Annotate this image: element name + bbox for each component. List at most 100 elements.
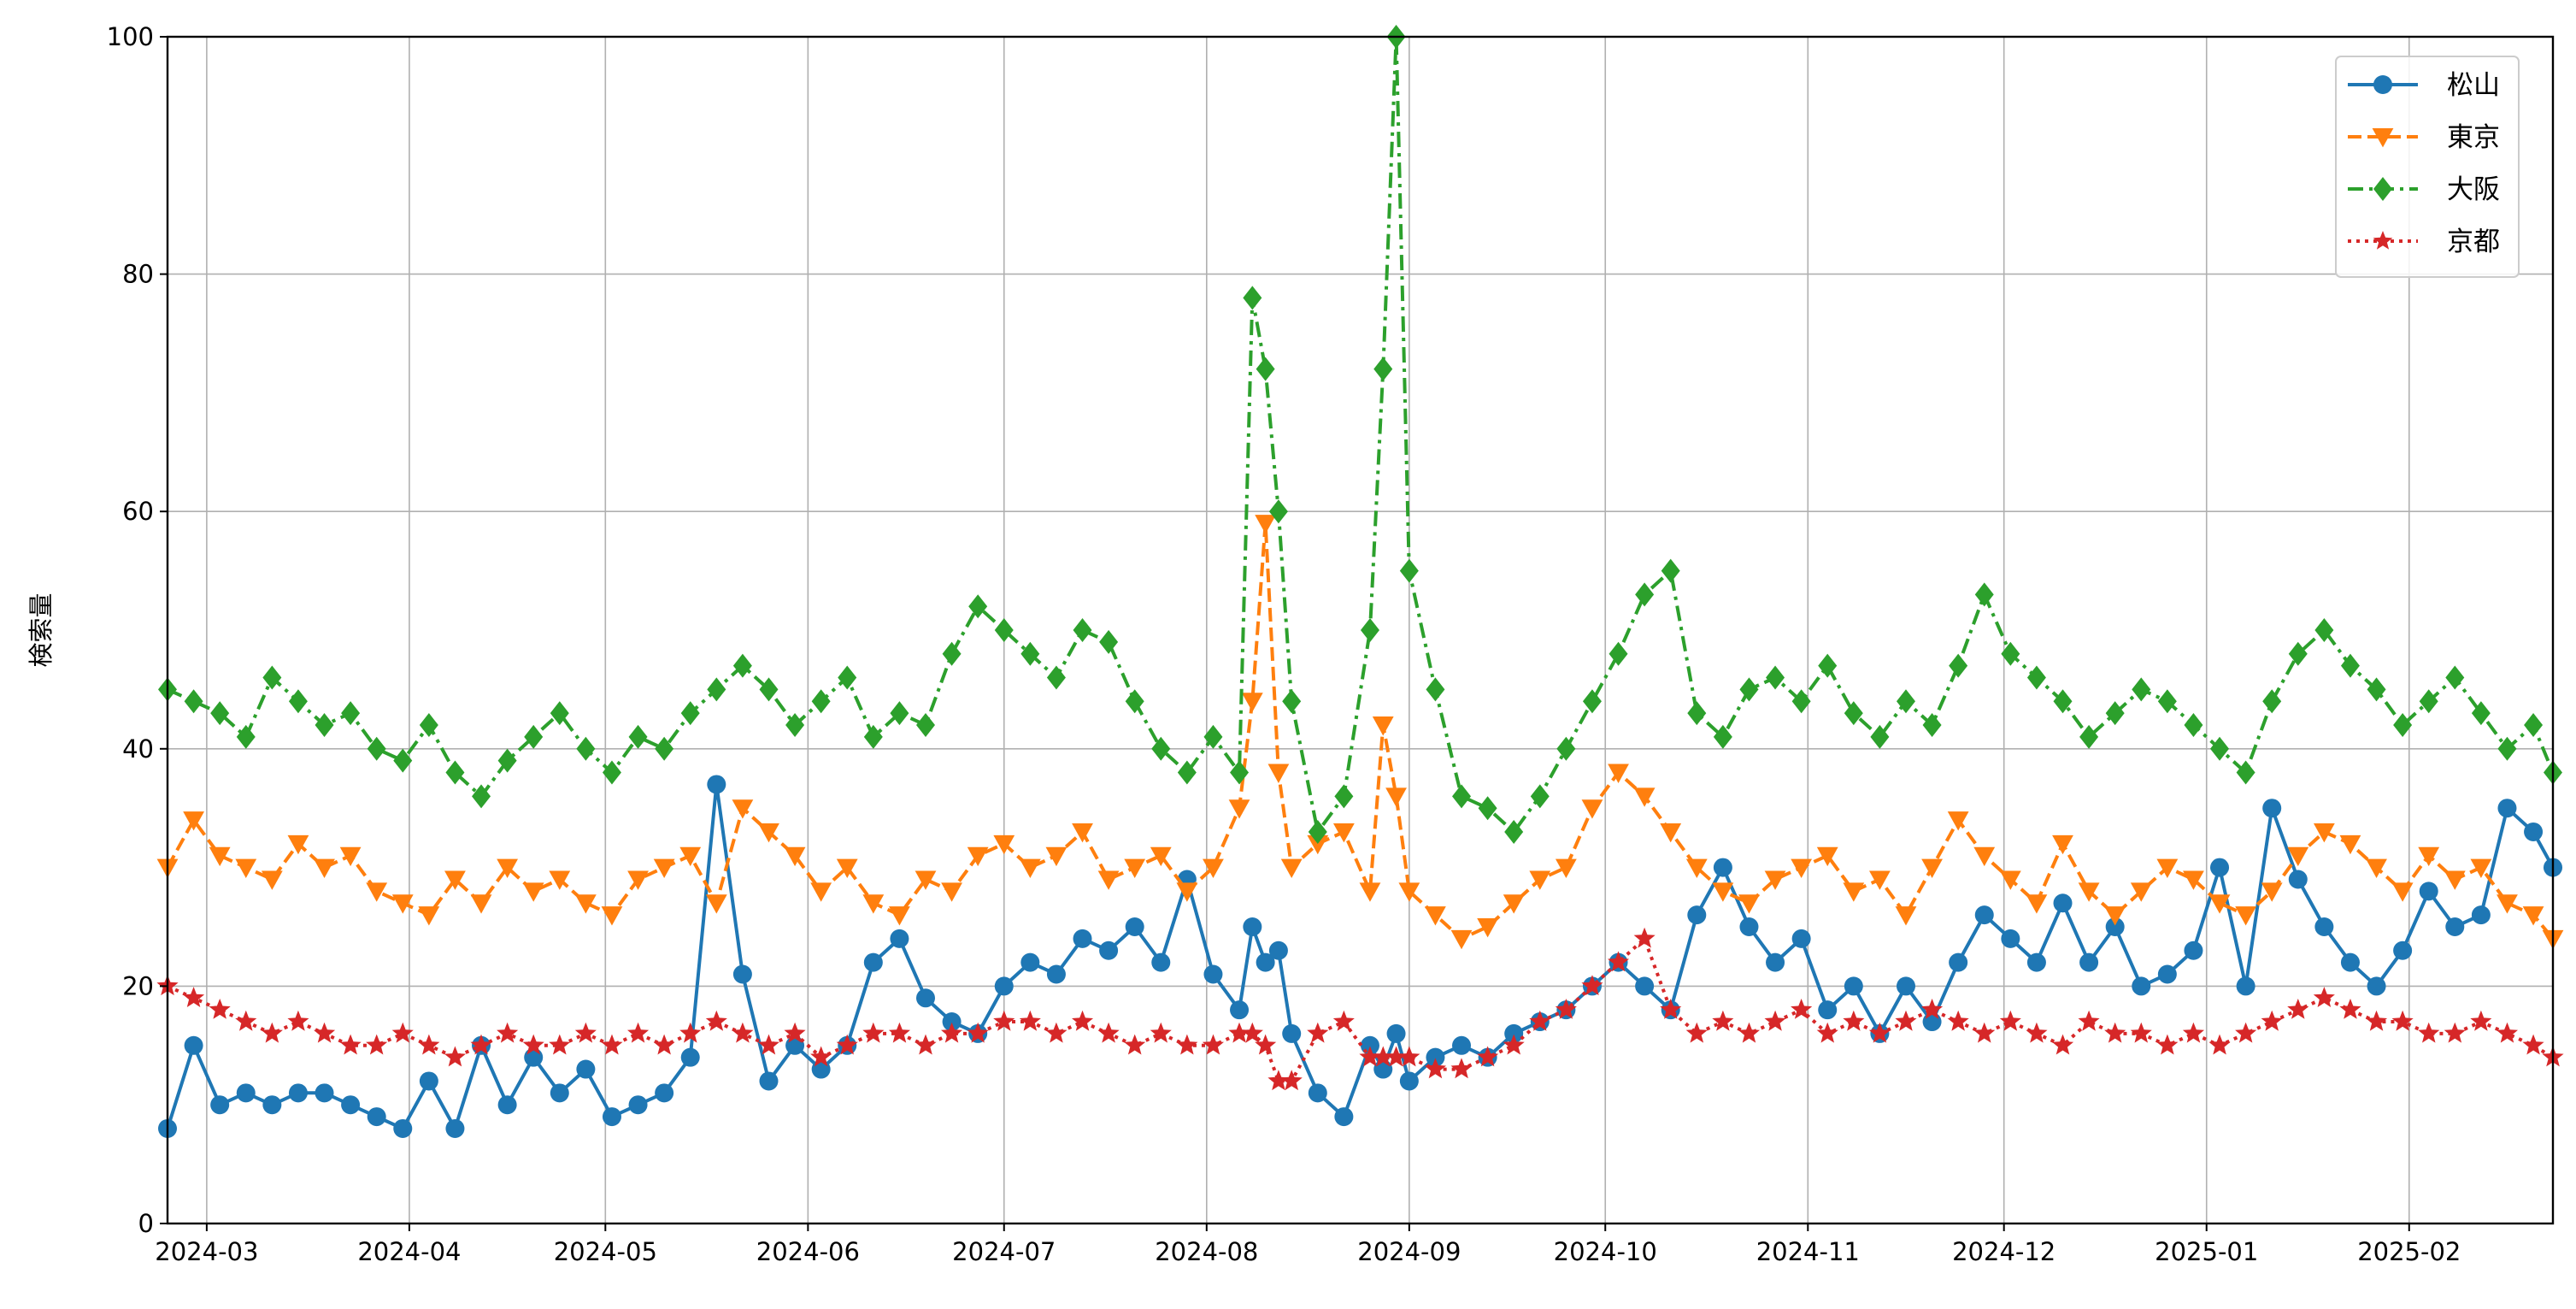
data-point	[1896, 689, 1915, 714]
data-point	[2471, 905, 2491, 925]
data-point	[655, 1083, 674, 1103]
data-point	[1450, 1058, 1473, 1079]
data-point	[497, 1095, 517, 1115]
data-point	[1633, 787, 1656, 807]
data-point	[2444, 870, 2466, 890]
data-point	[2419, 689, 2438, 714]
data-point	[445, 1118, 465, 1138]
data-point	[759, 1071, 779, 1091]
data-point	[1555, 858, 1577, 878]
data-point	[785, 713, 805, 738]
data-point	[2053, 689, 2073, 714]
data-point	[550, 701, 569, 726]
data-point	[1373, 1059, 1393, 1079]
data-point	[732, 1022, 754, 1043]
data-point	[994, 618, 1014, 642]
data-point	[574, 1022, 597, 1043]
x-tick-label: 2024-05	[554, 1237, 657, 1266]
data-point	[890, 929, 909, 948]
data-point	[1307, 834, 1329, 855]
data-point	[314, 1022, 336, 1043]
data-point	[419, 1071, 438, 1091]
data-point	[2261, 882, 2283, 902]
data-point	[1713, 858, 1732, 877]
data-point	[236, 724, 256, 749]
data-point	[549, 1034, 571, 1055]
data-point	[2026, 894, 2048, 914]
data-point	[1150, 1022, 1172, 1043]
data-point	[653, 858, 675, 878]
data-point	[1072, 1010, 1094, 1031]
data-point	[576, 736, 596, 761]
data-point	[2183, 870, 2204, 890]
data-point	[470, 894, 492, 914]
data-point	[184, 1035, 203, 1055]
y-tick-label: 0	[138, 1209, 154, 1238]
data-point	[1791, 999, 1813, 1019]
data-point	[1844, 701, 1863, 726]
data-point	[1072, 823, 1093, 843]
data-point	[1685, 1022, 1708, 1043]
data-point	[1046, 964, 1066, 984]
data-point	[1241, 1022, 1263, 1043]
data-point	[209, 999, 231, 1019]
data-point	[391, 1022, 414, 1043]
data-point	[1385, 1046, 1408, 1067]
data-point	[628, 1095, 648, 1115]
data-point	[811, 1059, 831, 1079]
data-point	[2079, 724, 2099, 749]
x-tick-label: 2024-06	[756, 1237, 860, 1266]
data-point	[1791, 929, 1811, 948]
data-point	[261, 1022, 283, 1043]
data-point	[1019, 858, 1041, 878]
data-point	[1424, 1058, 1446, 1079]
data-point	[2496, 1022, 2518, 1043]
x-tick-label: 2024-11	[1756, 1237, 1860, 1266]
data-point	[2314, 618, 2334, 642]
data-point	[1334, 1107, 1354, 1127]
data-point	[2313, 987, 2335, 1007]
data-point	[2262, 799, 2282, 818]
data-point	[915, 870, 937, 890]
data-point	[524, 1047, 544, 1067]
data-point	[862, 894, 885, 914]
data-point	[2078, 882, 2100, 902]
data-point	[1949, 952, 1968, 972]
data-point	[315, 1083, 334, 1103]
data-point	[1268, 940, 1288, 960]
data-point	[784, 1022, 806, 1043]
data-point	[1868, 1022, 1891, 1043]
data-point	[810, 882, 832, 902]
data-point	[367, 1107, 386, 1127]
data-point	[1203, 964, 1223, 984]
data-point	[2470, 1010, 2492, 1031]
data-point	[1334, 784, 1354, 809]
data-point	[1203, 858, 1224, 878]
y-axis: 0 20 40 60 80 100	[107, 22, 168, 1238]
y-tick-label: 20	[122, 971, 154, 1000]
data-point	[627, 870, 649, 890]
data-point	[890, 701, 909, 726]
data-point	[2419, 882, 2438, 901]
legend-marker	[2372, 128, 2394, 148]
data-point	[732, 653, 752, 678]
series-2	[156, 515, 2564, 950]
x-tick-label: 2024-03	[155, 1237, 258, 1266]
data-point	[1738, 1022, 1760, 1043]
data-point	[1019, 1010, 1041, 1031]
data-point	[705, 894, 727, 914]
data-point	[2522, 1034, 2544, 1055]
data-point	[1177, 760, 1197, 785]
data-point	[1712, 882, 1734, 902]
data-point	[2184, 940, 2203, 960]
data-point	[758, 823, 779, 843]
legend-item: 京都	[2348, 227, 2500, 257]
data-point	[2104, 1022, 2126, 1043]
data-point	[1870, 724, 1890, 749]
data-point	[2497, 736, 2517, 761]
data-point	[1660, 999, 1682, 1019]
data-point	[1999, 1010, 2021, 1031]
data-point	[1477, 1046, 1499, 1067]
data-point	[2236, 760, 2255, 785]
